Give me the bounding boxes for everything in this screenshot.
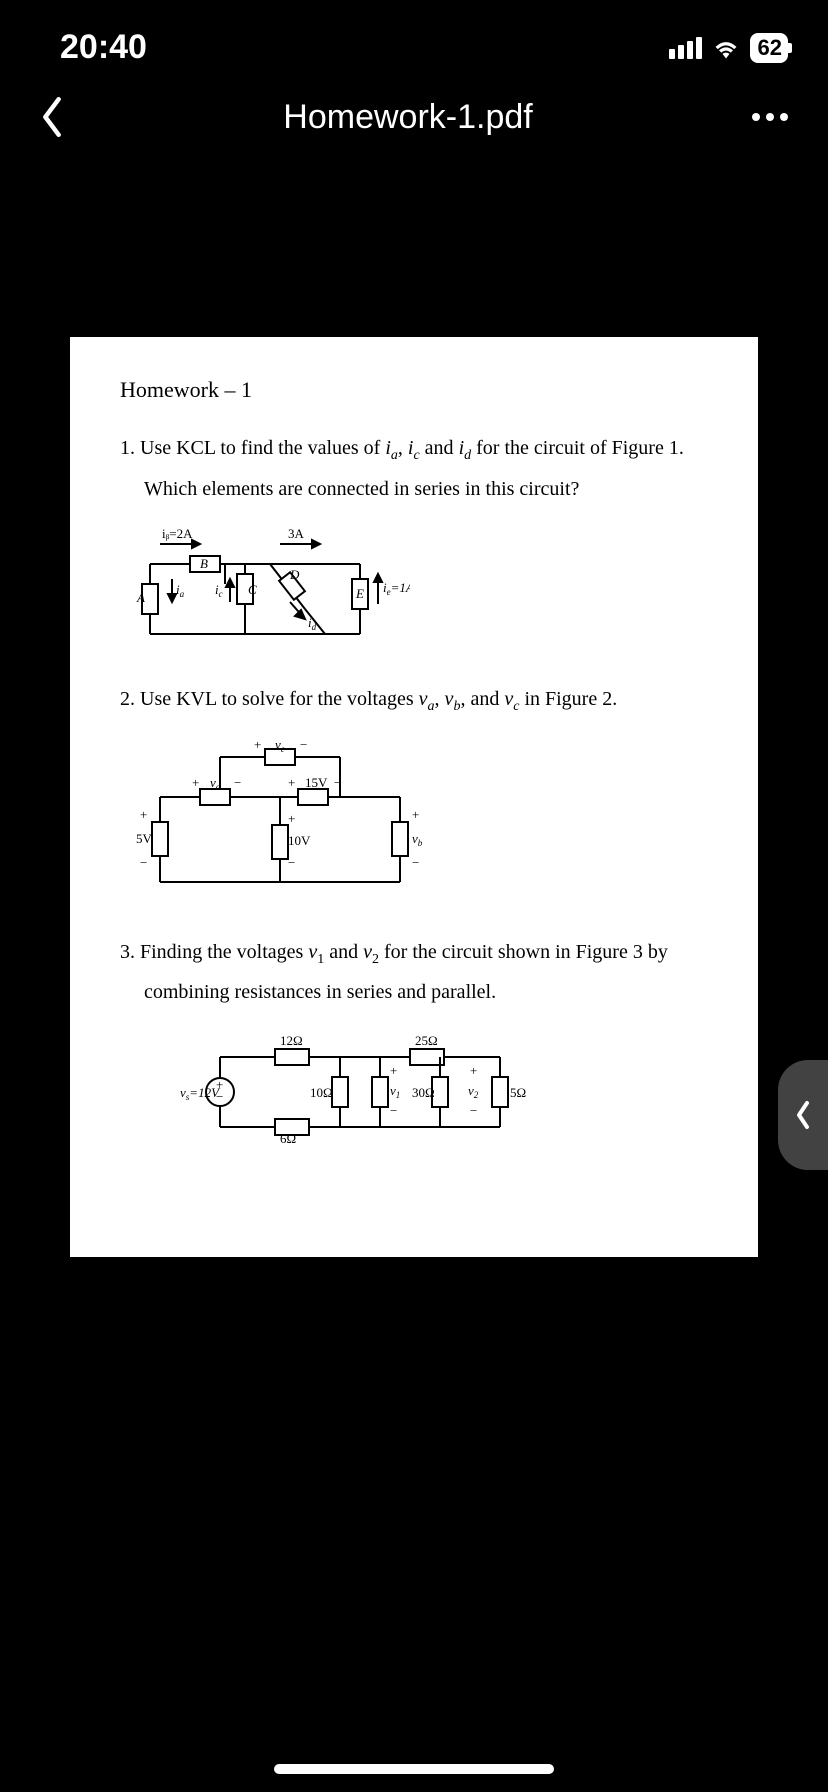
svg-text:vb: vb <box>412 831 423 848</box>
svg-text:E: E <box>355 586 364 601</box>
svg-text:ia: ia <box>176 582 185 599</box>
side-handle-back-icon[interactable] <box>778 1060 828 1170</box>
svg-text:−: − <box>412 855 419 870</box>
svg-text:+: + <box>288 775 295 790</box>
battery-indicator: 62 <box>750 33 788 63</box>
svg-text:−: − <box>470 1103 477 1118</box>
svg-text:A: A <box>136 590 145 605</box>
back-icon[interactable] <box>40 97 64 137</box>
svg-text:vc: vc <box>275 737 285 754</box>
svg-text:+: + <box>192 775 199 790</box>
svg-text:15V: 15V <box>305 775 328 790</box>
nav-bar: Homework-1.pdf <box>0 77 828 157</box>
doc-heading: Homework – 1 <box>120 377 708 403</box>
svg-text:+: + <box>254 737 261 752</box>
svg-text:+: + <box>412 807 419 822</box>
figure-3: vs=12V + − 12Ω 25Ω 6Ω 10Ω + v1 − 30Ω + v… <box>180 1027 708 1157</box>
figure-1: iᵦ=2A 3A B A C D E ia ic id ie=1A <box>130 524 708 654</box>
svg-text:v1: v1 <box>390 1083 400 1100</box>
svg-text:−: − <box>288 855 295 870</box>
svg-text:ie=1A: ie=1A <box>383 580 410 597</box>
problem-2: 2. Use KVL to solve for the voltages va,… <box>120 682 708 719</box>
svg-text:iᵦ=2A: iᵦ=2A <box>162 526 193 541</box>
svg-text:−: − <box>216 1089 223 1104</box>
svg-text:−: − <box>334 775 341 790</box>
svg-text:ic: ic <box>215 582 223 599</box>
svg-text:30Ω: 30Ω <box>412 1085 435 1100</box>
svg-text:6Ω: 6Ω <box>280 1131 296 1146</box>
problem-1: 1. Use KCL to find the values of ia, ic … <box>120 431 708 506</box>
svg-text:D: D <box>289 567 300 582</box>
problem-3: 3. Finding the voltages v1 and v2 for th… <box>120 935 708 1010</box>
svg-text:+: + <box>140 807 147 822</box>
svg-text:12Ω: 12Ω <box>280 1033 303 1048</box>
svg-text:25Ω: 25Ω <box>415 1033 438 1048</box>
svg-text:5Ω: 5Ω <box>510 1085 526 1100</box>
status-time: 20:40 <box>60 28 147 67</box>
svg-text:C: C <box>248 582 257 597</box>
svg-text:3A: 3A <box>288 526 305 541</box>
svg-text:+: + <box>470 1063 477 1078</box>
svg-text:+: + <box>288 811 295 826</box>
figure-2: + 5V − + va − + vc − + 15V − + <box>130 737 708 907</box>
svg-text:−: − <box>140 855 147 870</box>
svg-text:B: B <box>200 556 208 571</box>
svg-text:+: + <box>390 1063 397 1078</box>
battery-level: 62 <box>758 35 782 61</box>
svg-text:v2: v2 <box>468 1083 479 1100</box>
status-icons: 62 <box>669 33 788 63</box>
cellular-signal-icon <box>669 37 702 59</box>
svg-text:10V: 10V <box>288 833 311 848</box>
wifi-icon <box>712 37 740 59</box>
status-bar: 20:40 62 <box>0 0 828 77</box>
home-indicator[interactable] <box>274 1764 554 1774</box>
svg-text:−: − <box>300 737 307 752</box>
more-icon[interactable] <box>752 113 788 121</box>
document-viewer[interactable]: Homework – 1 1. Use KCL to find the valu… <box>0 157 828 1257</box>
svg-text:−: − <box>234 775 241 790</box>
svg-text:10Ω: 10Ω <box>310 1085 333 1100</box>
svg-text:vs=12V: vs=12V <box>180 1085 221 1102</box>
svg-text:5V: 5V <box>136 831 153 846</box>
page-title: Homework-1.pdf <box>64 98 752 137</box>
svg-text:−: − <box>390 1103 397 1118</box>
pdf-page: Homework – 1 1. Use KCL to find the valu… <box>70 337 758 1257</box>
